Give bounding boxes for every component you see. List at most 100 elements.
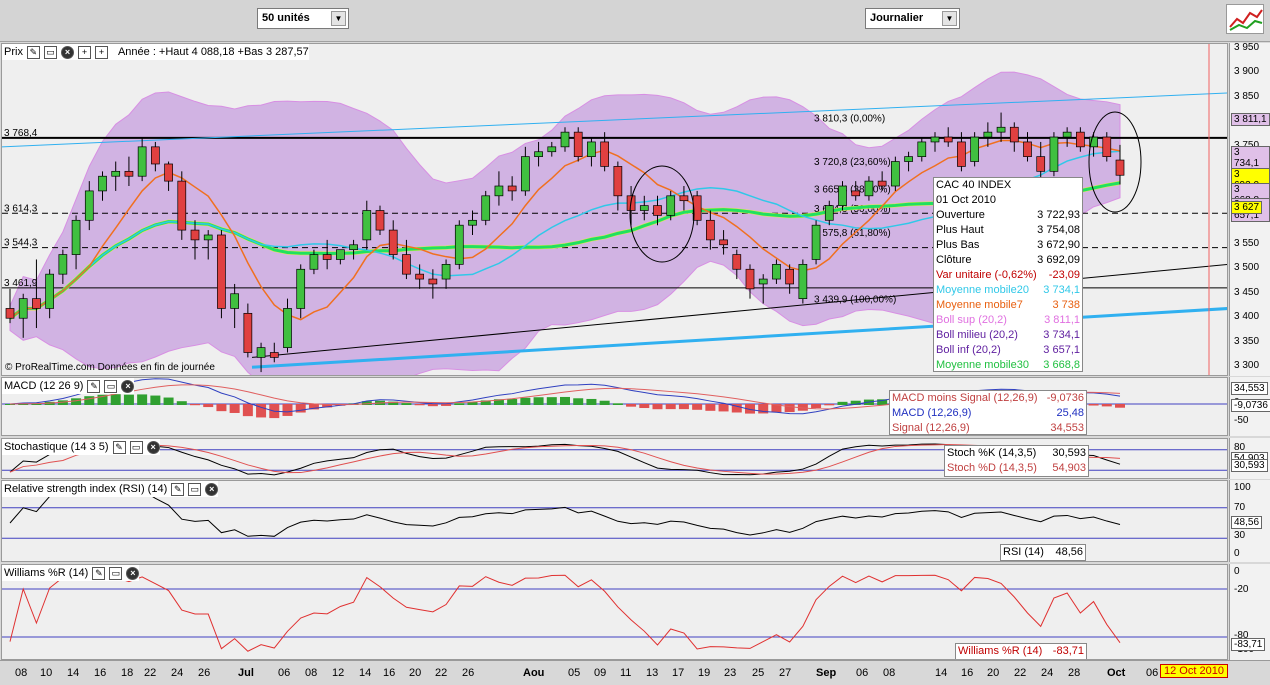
x-tick-label: 22	[1014, 667, 1027, 679]
period-select[interactable]: Journalier ▼	[865, 8, 960, 29]
close-icon[interactable]: ×	[126, 566, 140, 580]
window-icon[interactable]: ▭	[188, 482, 202, 496]
x-tick-label: Oct	[1107, 667, 1126, 679]
chart-icon	[1229, 9, 1263, 31]
candle-body	[732, 254, 742, 270]
x-tick-label: Aou	[523, 667, 545, 679]
macd-histogram-bar	[216, 404, 227, 412]
x-tick-label: 06	[278, 667, 291, 679]
candle-body	[983, 131, 993, 138]
wrench-icon[interactable]: ✎	[26, 45, 40, 59]
macd-histogram-bar	[850, 400, 861, 405]
stoch-panel[interactable]: Stochastique (14 3 5) ✎ ▭ × Stoch %K (14…	[1, 438, 1228, 479]
y-tick-label: 3 350	[1234, 335, 1260, 347]
macd-panel-header: MACD (12 26 9) ✎ ▭ ×	[2, 378, 135, 394]
candle-body	[137, 146, 147, 177]
candle	[111, 161, 121, 191]
macd-panel[interactable]: MACD (12 26 9) ✎ ▭ × MACD moins Signal (…	[1, 377, 1228, 436]
macd-histogram-bar	[137, 394, 148, 405]
candle	[904, 151, 913, 172]
candle-body	[1049, 136, 1059, 172]
window-icon[interactable]: ▭	[109, 566, 123, 580]
candle-body	[521, 156, 530, 192]
window-icon[interactable]: ▭	[104, 379, 118, 393]
candle-body	[256, 347, 266, 358]
candle-body	[957, 141, 966, 167]
x-tick-label: 13	[646, 667, 659, 679]
info-title: CAC 40 INDEX	[936, 179, 1012, 191]
macd-histogram-bar	[295, 404, 306, 413]
candle	[1076, 127, 1085, 152]
macd-histogram-bar	[229, 404, 240, 413]
macd-histogram-bar	[388, 401, 399, 405]
add-icon[interactable]: +	[94, 45, 108, 59]
info-row: Stoch %D (14,3,5) 54,903	[947, 462, 1086, 474]
highlight-circle	[629, 165, 695, 263]
candle	[758, 274, 768, 304]
y-tick-label: 3 850	[1234, 90, 1260, 102]
candle-body	[1062, 131, 1072, 138]
williams-panel[interactable]: Williams %R (14) ✎ ▭ × Williams %R (14) -…	[1, 564, 1228, 660]
candle	[5, 288, 15, 324]
wrench-icon[interactable]: ✎	[87, 379, 101, 393]
macd-histogram-bar	[467, 402, 478, 405]
candle	[639, 195, 649, 221]
x-tick-label: 18	[121, 667, 134, 679]
macd-histogram-bar	[1115, 404, 1125, 408]
close-icon[interactable]: ×	[146, 440, 160, 454]
macd-histogram-bar	[322, 404, 333, 408]
candle	[98, 171, 107, 201]
close-icon[interactable]: ×	[60, 45, 74, 59]
trend-line-top	[2, 92, 1227, 148]
candle-body	[164, 163, 173, 182]
units-select[interactable]: 50 unités ▼	[257, 8, 349, 29]
candle-body	[851, 190, 861, 197]
x-tick-label: 24	[1041, 667, 1054, 679]
macd-histogram-bar	[176, 401, 187, 405]
candle	[692, 190, 702, 226]
window-icon[interactable]: ▭	[129, 440, 143, 454]
wrench-icon[interactable]: ✎	[112, 440, 126, 454]
price-tag: 3 811,1	[1231, 113, 1270, 126]
x-tick-label: 14	[67, 667, 80, 679]
close-icon[interactable]: ×	[121, 379, 135, 393]
y-tick-label: -20	[1234, 584, 1249, 595]
candle-body	[230, 293, 239, 309]
candle-body	[917, 141, 927, 157]
macd-histogram-bar	[308, 404, 319, 410]
chart-settings-button[interactable]	[1226, 4, 1264, 34]
candle-body	[151, 146, 160, 165]
x-tick-label: 16	[961, 667, 974, 679]
plus-icon[interactable]: +	[77, 45, 91, 59]
candle-body	[32, 298, 41, 309]
info-row: Williams %R (14) -83,71	[958, 645, 1084, 657]
x-tick-label: 19	[698, 667, 711, 679]
candle-body	[547, 146, 557, 153]
x-tick-label: 20	[409, 667, 422, 679]
candle-body	[428, 278, 438, 285]
candle	[1062, 127, 1072, 147]
wrench-icon[interactable]: ✎	[171, 482, 185, 496]
y-tick-label: 30	[1234, 530, 1246, 541]
candle-body	[336, 249, 345, 260]
candle-body	[639, 205, 649, 211]
close-icon[interactable]: ×	[205, 482, 219, 496]
macd-histogram-bar	[282, 404, 293, 416]
candle	[679, 186, 689, 211]
units-select-value: 50 unités	[262, 12, 310, 24]
x-tick-label: Jul	[238, 667, 254, 679]
candle	[124, 156, 134, 187]
candle	[996, 112, 1006, 142]
period-select-value: Journalier	[870, 12, 924, 24]
window-icon[interactable]: ▭	[43, 45, 57, 59]
candle	[32, 259, 41, 329]
info-row: RSI (14) 48,56	[1003, 546, 1083, 558]
candle	[468, 210, 477, 235]
rsi-panel[interactable]: Relative strength index (RSI) (14) ✎ ▭ ×…	[1, 480, 1228, 562]
macd-histogram-bar	[71, 398, 82, 405]
price-panel[interactable]: Prix ✎ ▭ × + + Année : +Haut 4 088,18 +B…	[1, 43, 1228, 376]
rsi-panel-title: Relative strength index (RSI) (14)	[4, 483, 168, 495]
wrench-icon[interactable]: ✎	[92, 566, 106, 580]
candle-body	[58, 254, 68, 275]
candle	[18, 293, 28, 338]
